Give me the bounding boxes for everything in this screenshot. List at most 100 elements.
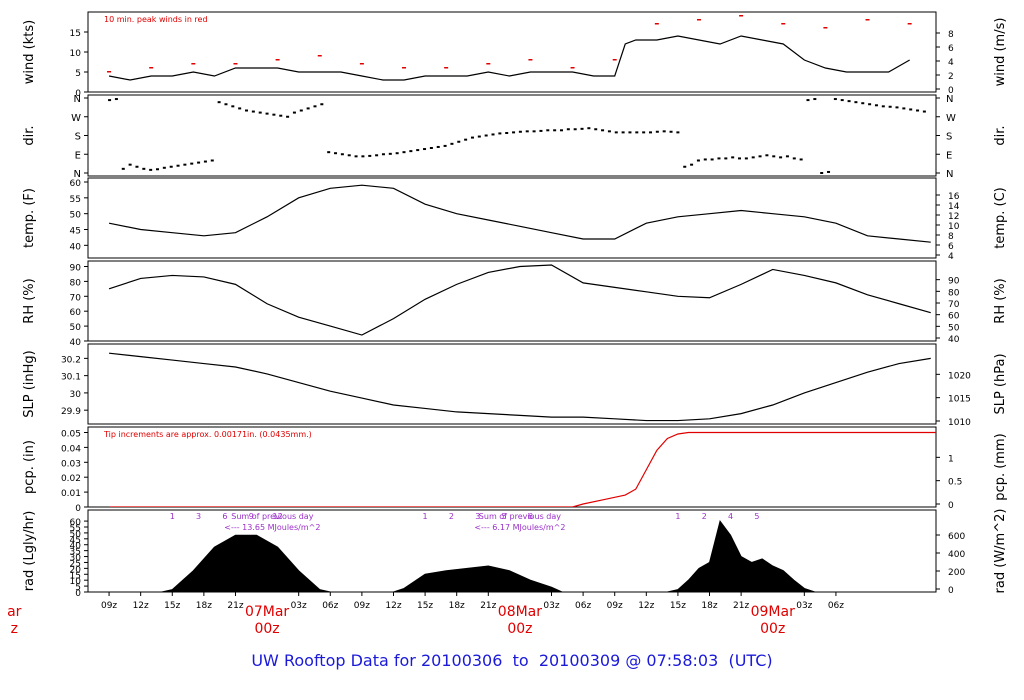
- date-label: 07Mar: [245, 604, 289, 620]
- direction-point: [642, 131, 646, 134]
- direction-point: [662, 130, 666, 133]
- panel-frame: [87, 426, 937, 508]
- direction-point: [594, 128, 598, 131]
- y-tick-label: 0.05: [61, 429, 81, 439]
- direction-point: [464, 138, 468, 141]
- direction-point: [744, 157, 748, 160]
- y-tick-label-right: 1: [948, 454, 954, 464]
- y-tick-label-right: 12: [948, 212, 959, 222]
- direction-point: [142, 167, 146, 170]
- direction-point: [840, 99, 844, 102]
- y-tick-label-right: 1020: [948, 371, 971, 381]
- direction-point: [258, 111, 262, 114]
- direction-point: [868, 103, 872, 106]
- direction-point: [162, 166, 166, 169]
- y-tick-label: 50: [70, 211, 82, 221]
- direction-point: [751, 156, 755, 159]
- direction-point: [347, 154, 351, 157]
- y-tick-label-right: 8: [948, 30, 954, 40]
- direction-point: [902, 107, 906, 110]
- direction-point: [149, 168, 153, 171]
- panel-frame: [87, 94, 937, 177]
- direction-point: [710, 158, 714, 161]
- y-tick-label: 55: [70, 524, 81, 534]
- y-tick-label: 0.04: [61, 444, 81, 454]
- x-tick-label: 21z: [227, 601, 243, 611]
- direction-point: [251, 110, 255, 113]
- direction-point: [601, 129, 605, 132]
- y-axis-label-right: RH (%): [993, 278, 1008, 323]
- y-tick-label-right: 60: [948, 312, 960, 322]
- direction-point: [553, 129, 557, 132]
- direction-point: [717, 157, 721, 160]
- y-tick-label-right: 50: [948, 323, 960, 333]
- direction-point: [696, 159, 700, 162]
- y-tick-label-right: 6: [948, 242, 954, 252]
- direction-point: [108, 99, 112, 102]
- y-axis-label: temp. (F): [22, 188, 37, 248]
- y-tick-label: 70: [70, 293, 82, 303]
- direction-point: [203, 160, 207, 163]
- solar-hour-mark: 1: [423, 512, 428, 521]
- y-tick-label: 0.01: [61, 489, 81, 499]
- direction-point: [683, 165, 687, 168]
- x-tick-label: 15z: [670, 601, 686, 611]
- x-tick-label: 12z: [638, 601, 654, 611]
- date-time-label: 00z: [507, 621, 532, 637]
- solar-hour-mark: 1: [675, 512, 680, 521]
- y-tick-label-right: 8: [948, 232, 954, 242]
- direction-point: [635, 131, 639, 134]
- peak-wind-mark: [739, 15, 744, 17]
- x-tick-label: 15z: [164, 601, 180, 611]
- direction-point: [573, 128, 577, 131]
- y-tick-label: 15: [70, 571, 81, 581]
- y-tick-label: 60: [70, 518, 82, 528]
- y-tick-label: S: [75, 132, 81, 143]
- x-tick-label: 21z: [480, 601, 496, 611]
- direction-point: [354, 155, 358, 158]
- direction-point: [785, 155, 789, 158]
- y-tick-label: W: [71, 113, 81, 124]
- y-tick-label-right: 1015: [948, 395, 971, 405]
- y-axis-label: pcp. (in): [22, 440, 37, 494]
- y-tick-label-right: 0: [948, 86, 954, 96]
- y-tick-label-right: W: [946, 113, 956, 124]
- direction-point: [313, 105, 317, 108]
- y-tick-label-right: 4: [948, 58, 954, 68]
- y-tick-label: 30.1: [61, 373, 81, 383]
- solar-sum-note: <--- 13.65 MJoules/m^2: [224, 523, 320, 532]
- peak-wind-mark: [402, 67, 407, 69]
- y-tick-label-right: 200: [948, 568, 965, 578]
- direction-point: [320, 103, 324, 106]
- y-tick-label: 29.9: [61, 407, 81, 417]
- direction-point: [176, 164, 180, 167]
- direction-point: [539, 129, 543, 132]
- date-time-label: 00z: [760, 621, 785, 637]
- x-tick-label: 03z: [291, 601, 307, 611]
- y-tick-label: 90: [70, 263, 82, 273]
- direction-point: [450, 142, 454, 145]
- date-label: 09Mar: [751, 604, 795, 620]
- y-tick-label-right: 0: [948, 501, 954, 511]
- y-tick-label-right: 16: [948, 192, 960, 202]
- direction-point: [512, 131, 516, 134]
- direction-point: [457, 140, 461, 143]
- panel-wind: 0 5 10 15 0 2 4 6 8 wind (kts) wind (m/s) 10 min. p…: [22, 11, 1008, 99]
- y-tick-label: 0.02: [61, 474, 81, 484]
- direction-point: [245, 109, 249, 112]
- y-tick-label: 30.2: [61, 355, 81, 365]
- panel-annotation: 10 min. peak winds in red: [104, 15, 208, 24]
- peak-wind-mark: [654, 23, 659, 25]
- direction-point: [505, 132, 509, 134]
- y-axis-label: SLP (inHg): [22, 350, 37, 418]
- solar-hour-mark: 5: [502, 512, 507, 521]
- direction-point: [813, 98, 817, 101]
- peak-wind-mark: [907, 23, 912, 25]
- y-tick-label-right: N: [946, 94, 953, 105]
- x-tick-label: 18z: [449, 601, 465, 611]
- y-tick-label-right: 70: [948, 300, 960, 310]
- y-tick-label: E: [75, 150, 81, 161]
- direction-point: [792, 157, 796, 160]
- solar-sum-note: Sum of previous day: [231, 512, 313, 521]
- direction-point: [881, 105, 885, 108]
